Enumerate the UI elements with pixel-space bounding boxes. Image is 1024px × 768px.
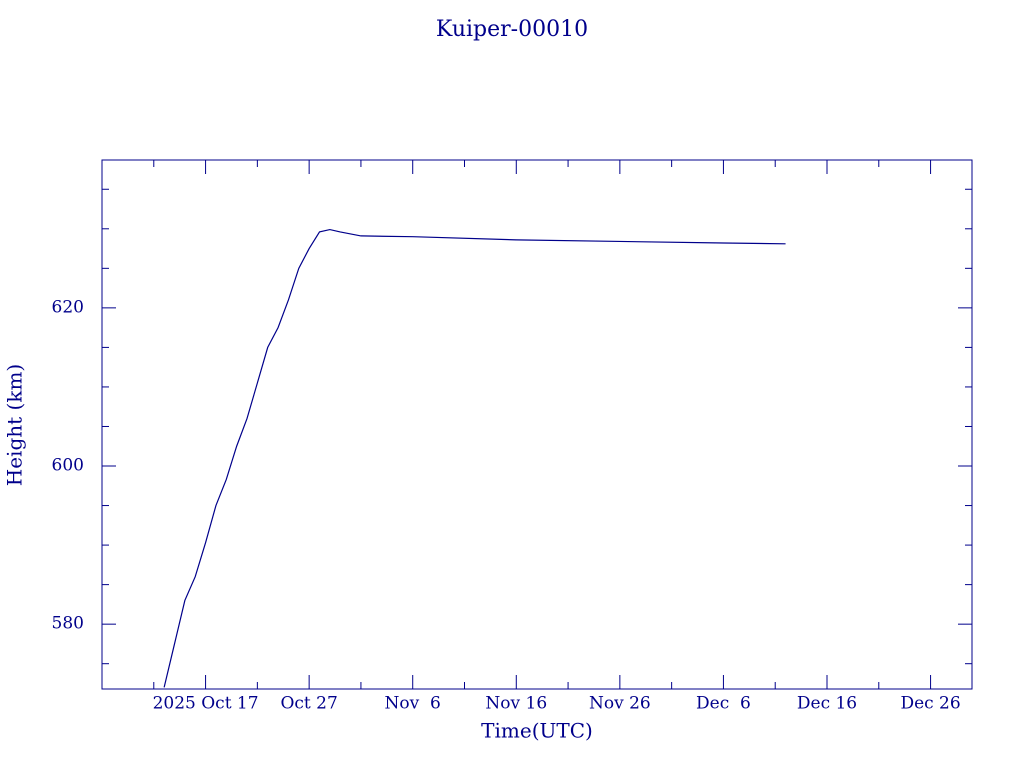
x-tick-label: Nov 6 — [385, 694, 441, 714]
chart-title: Kuiper-00010 — [436, 17, 588, 42]
y-axis-label: Height (km) — [3, 364, 27, 486]
x-tick-label: Dec 26 — [900, 694, 960, 714]
y-tick-label: 620 — [52, 297, 84, 317]
x-tick-label: Dec 6 — [696, 694, 751, 714]
x-tick-label: Nov 16 — [485, 694, 547, 714]
x-tick-label: Oct 27 — [280, 694, 337, 714]
x-tick-label: 2025 Oct 17 — [153, 694, 259, 714]
x-tick-label: Dec 16 — [797, 694, 857, 714]
y-tick-label: 600 — [52, 456, 84, 476]
data-line — [163, 228, 786, 688]
x-axis-label: Time(UTC) — [481, 719, 593, 743]
y-tick-label: 580 — [52, 614, 84, 634]
plot-frame — [101, 159, 973, 690]
x-tick-label: Nov 26 — [589, 694, 651, 714]
